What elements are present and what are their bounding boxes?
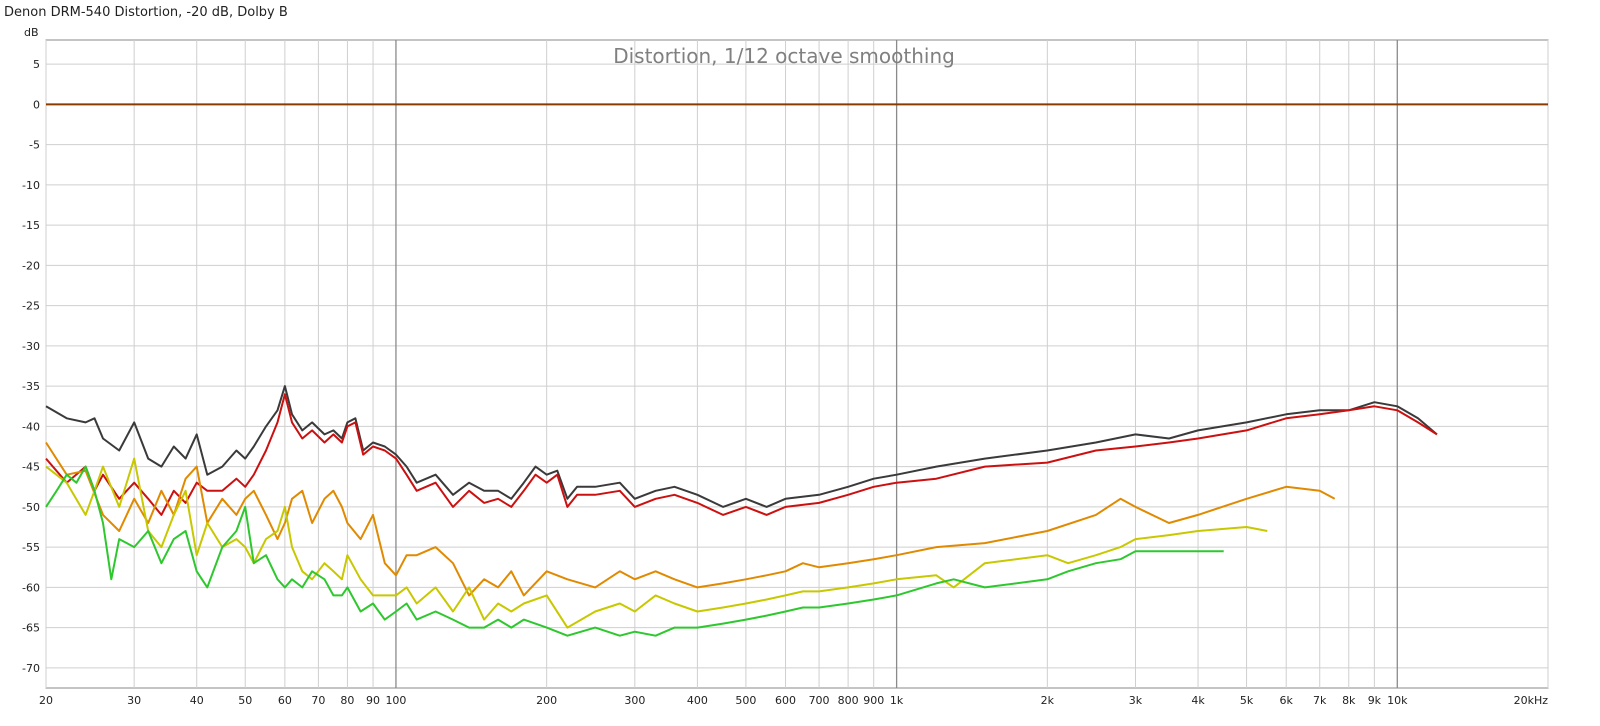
y-tick-label: -55 xyxy=(22,541,40,554)
x-tick-label: 400 xyxy=(687,694,708,707)
x-tick-label: 70 xyxy=(311,694,325,707)
series-line xyxy=(45,465,1224,637)
window-title: Denon DRM-540 Distortion, -20 dB, Dolby … xyxy=(4,5,288,20)
series-line xyxy=(45,457,1268,629)
y-tick-label: 0 xyxy=(33,98,40,111)
y-tick-label: -70 xyxy=(22,662,40,675)
x-tick-label: 3k xyxy=(1129,694,1143,707)
x-tick-label: 7k xyxy=(1313,694,1327,707)
y-tick-label: -60 xyxy=(22,581,40,594)
x-tick-label: 300 xyxy=(624,694,645,707)
x-tick-label: 8k xyxy=(1342,694,1356,707)
y-tick-label: -30 xyxy=(22,340,40,353)
series-layer xyxy=(45,103,1548,637)
x-tick-label: 4k xyxy=(1191,694,1205,707)
x-tick-label: 9k xyxy=(1368,694,1382,707)
y-axis-label: dB xyxy=(24,26,39,39)
x-tick-label: 2k xyxy=(1041,694,1055,707)
x-tick-label: 20 xyxy=(39,694,53,707)
x-tick-label: 700 xyxy=(809,694,830,707)
x-tick-label: 900 xyxy=(863,694,884,707)
y-tick-label: -15 xyxy=(22,219,40,232)
x-tick-label: 80 xyxy=(340,694,354,707)
x-tick-label: 90 xyxy=(366,694,380,707)
x-tick-label: 30 xyxy=(127,694,141,707)
series-line xyxy=(45,385,1438,508)
x-axis-ticks: 20 30 40 50 60 70 80 90 100 200 300 400 500 600 700 800… xyxy=(39,694,1548,707)
y-tick-label: -20 xyxy=(22,259,40,272)
y-tick-label: -40 xyxy=(22,420,40,433)
y-tick-label: -10 xyxy=(22,179,40,192)
x-tick-label: 800 xyxy=(838,694,859,707)
grid-lines xyxy=(45,40,1549,688)
y-tick-label: -50 xyxy=(22,501,40,514)
x-tick-label: 5k xyxy=(1240,694,1254,707)
y-axis-ticks: 5 0 -5 -10 -15 -20 -25 -30 -35 -40 -45 -50 -55 -60 -65… xyxy=(22,58,40,675)
y-tick-label: -45 xyxy=(22,461,40,474)
x-tick-label: 6k xyxy=(1280,694,1294,707)
series-line xyxy=(45,393,1438,516)
y-tick-label: -5 xyxy=(29,139,40,152)
x-tick-label: 50 xyxy=(238,694,252,707)
series-line xyxy=(45,441,1336,597)
x-tick-label: 1k xyxy=(890,694,904,707)
x-tick-label: 20kHz xyxy=(1514,694,1549,707)
x-tick-label: 60 xyxy=(278,694,292,707)
x-tick-label: 500 xyxy=(735,694,756,707)
plot-area xyxy=(45,39,1549,689)
x-tick-label: 200 xyxy=(536,694,557,707)
x-tick-label: 600 xyxy=(775,694,796,707)
x-tick-label: 40 xyxy=(190,694,204,707)
x-tick-label: 100 xyxy=(385,694,406,707)
y-tick-label: -25 xyxy=(22,300,40,313)
chart-title: Distortion, 1/12 octave smoothing xyxy=(613,44,955,68)
y-tick-label: 5 xyxy=(33,58,40,71)
x-tick-label: 10k xyxy=(1387,694,1408,707)
y-tick-label: -65 xyxy=(22,622,40,635)
y-tick-label: -35 xyxy=(22,380,40,393)
